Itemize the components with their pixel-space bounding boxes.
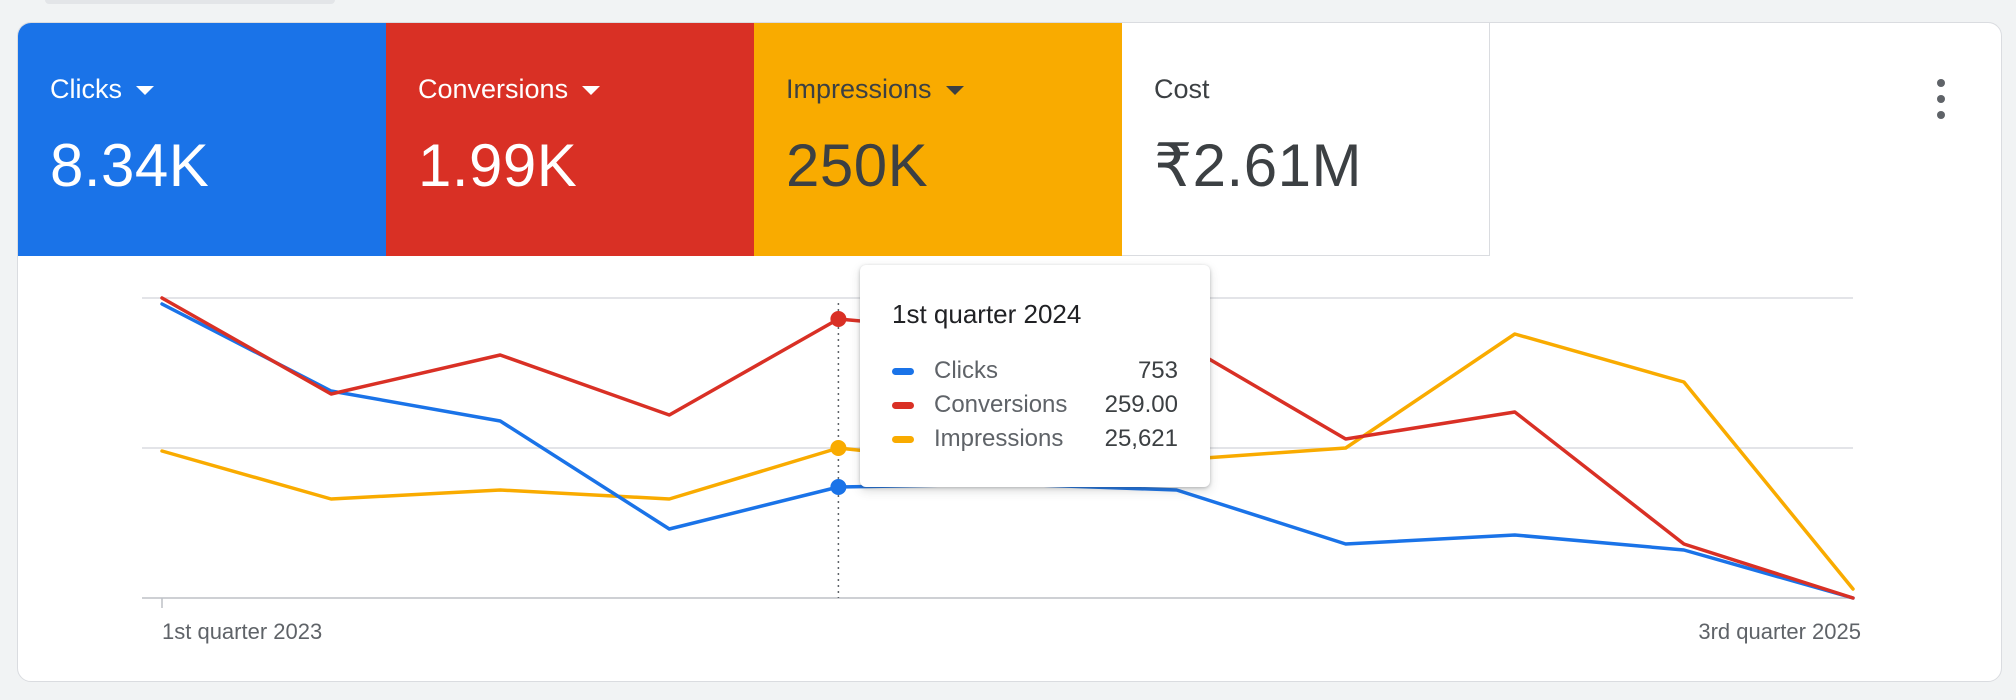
metric-value: 250K	[786, 132, 929, 199]
tooltip-title: 1st quarter 2024	[892, 299, 1082, 329]
tooltip-row-impressions: Impressions 25,621	[892, 422, 1178, 456]
metric-value: ₹2.61M	[1154, 132, 1362, 199]
highlight-point-clicks	[830, 479, 847, 495]
legend-swatch	[892, 401, 914, 409]
tooltip-row-label: Conversions	[934, 391, 1068, 418]
tooltip-row-clicks: Clicks 753	[892, 354, 1178, 388]
metric-label: Cost	[1154, 73, 1210, 104]
metric-label: Clicks	[50, 73, 122, 104]
metric-label: Conversions	[418, 73, 569, 104]
metric-tile-conversions[interactable]: Conversions 1.99K	[386, 23, 754, 256]
tooltip-row-value: 25,621	[1104, 425, 1178, 452]
x-axis-label-end: 3rd quarter 2025	[1698, 619, 1861, 644]
performance-card: Clicks 8.34K Conversions 1.99K Impressio…	[17, 22, 2002, 682]
metric-tile-cost[interactable]: Cost ₹2.61M	[1122, 23, 1490, 256]
caret-down-icon[interactable]	[136, 86, 154, 95]
metric-tile-clicks[interactable]: Clicks 8.34K	[18, 23, 386, 256]
metric-header: Impressions	[786, 69, 1122, 109]
metric-header: Cost	[1154, 69, 1489, 109]
highlight-point-conversions	[830, 311, 847, 327]
caret-down-icon[interactable]	[945, 86, 964, 95]
metric-header: Conversions	[418, 69, 754, 109]
metric-header: Clicks	[50, 69, 386, 109]
legend-swatch	[892, 367, 914, 375]
tooltip-row-label: Clicks	[934, 357, 998, 384]
highlight-point-impressions	[830, 440, 847, 456]
legend-swatch	[892, 435, 914, 443]
tooltip-row-label: Impressions	[934, 425, 1064, 452]
metric-tiles: Clicks 8.34K Conversions 1.99K Impressio…	[18, 23, 1490, 256]
x-axis-label-start: 1st quarter 2023	[162, 619, 323, 644]
metric-value: 8.34K	[50, 132, 210, 199]
metric-tile-impressions[interactable]: Impressions 250K	[754, 23, 1122, 256]
tooltip-row-conversions: Conversions 259.00	[892, 388, 1178, 422]
top-edge-sliver	[45, 0, 335, 4]
metric-label: Impressions	[786, 73, 932, 104]
tooltip-row-value: 753	[1137, 357, 1178, 384]
chart-tooltip: 1st quarter 2024 Clicks 753 Conversions …	[860, 265, 1210, 487]
more-vert-icon[interactable]	[1929, 79, 1953, 119]
caret-down-icon[interactable]	[582, 86, 601, 95]
metric-value: 1.99K	[418, 132, 578, 199]
tooltip-row-value: 259.00	[1104, 391, 1178, 418]
